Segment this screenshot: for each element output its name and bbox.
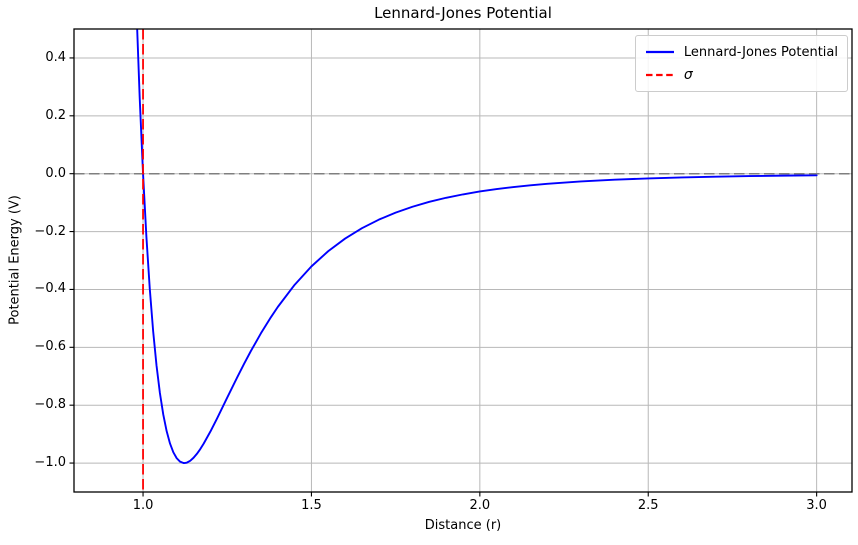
y-tick-label: −0.2 — [34, 223, 66, 239]
x-tick-label: 2.5 — [637, 498, 659, 513]
x-tick-label: 2.0 — [469, 498, 491, 513]
chart-title: Lennard-Jones Potential — [374, 4, 552, 22]
x-axis-label: Distance (r) — [424, 518, 502, 533]
legend-label-sigma: σ — [683, 67, 693, 83]
y-tick-label: −0.8 — [34, 397, 66, 413]
y-tick-label: 0.4 — [45, 49, 66, 65]
x-tick-label: 1.5 — [301, 498, 322, 513]
legend-entry-sigma: σ — [645, 65, 838, 85]
x-tick-label: 3.0 — [806, 498, 827, 513]
y-tick-label: 0.2 — [45, 107, 66, 123]
legend-solid-line-icon — [645, 50, 674, 54]
y-tick-label: 0.0 — [45, 165, 66, 181]
legend-dashed-line-icon — [645, 73, 674, 77]
legend: Lennard-Jones Potential σ — [634, 35, 848, 92]
y-tick-label: −0.6 — [34, 339, 66, 355]
y-tick-label: −1.0 — [34, 455, 66, 471]
y-tick-label: −0.4 — [34, 281, 66, 297]
legend-label-lennard-jones: Lennard-Jones Potential — [683, 44, 838, 60]
lennard-jones-curve — [136, 29, 818, 465]
plot-border — [73, 28, 853, 493]
x-tick-label: 1.0 — [132, 498, 154, 513]
legend-entry-lennard-jones: Lennard-Jones Potential — [645, 42, 838, 62]
